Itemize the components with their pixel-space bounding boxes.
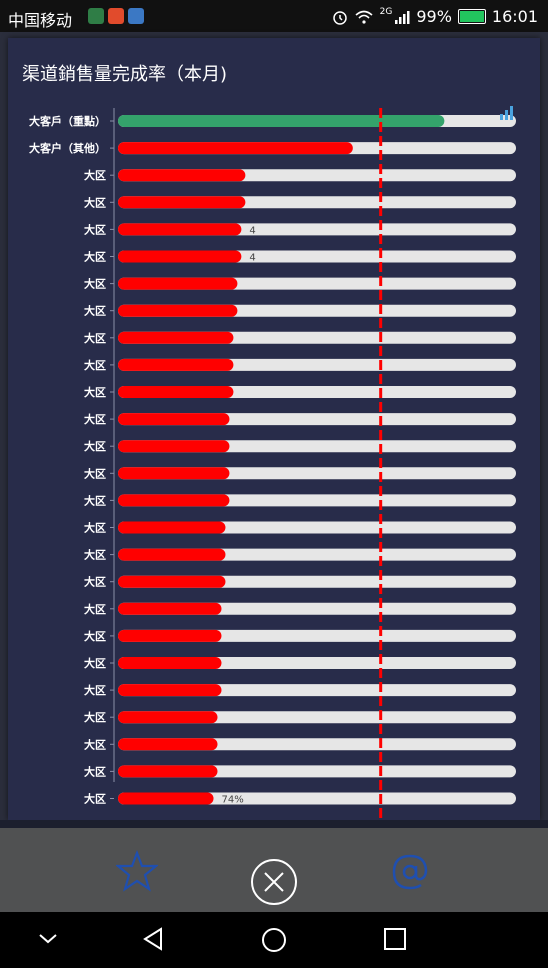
category-label: 大客戶（重點） [29,114,106,128]
chart-dialog: 渠道銷售量完成率（本月) 大客戶（重點） 大客户（其他） 大区 大区 大区 4 大区 4 大区大… [8,38,540,820]
bar-chart-icon [500,106,513,120]
category-label: 大区 [84,195,106,209]
category-label: 大区 [84,764,106,778]
bar [118,711,218,724]
data-label: 4 [249,253,255,264]
bar [118,386,234,398]
data-label: 74% [222,795,244,806]
bottom-toolbar [0,828,548,912]
signal-icon [395,10,410,24]
close-circle-icon[interactable] [250,858,298,915]
data-label: 4 [249,225,255,236]
category-label: 大区 [84,602,106,616]
bar [118,575,226,588]
bar [118,304,238,317]
category-label: 大区 [84,304,106,318]
notification-app-icon-2 [128,8,144,24]
bar [118,358,234,371]
category-label: 大区 [84,493,106,507]
bar-track [118,711,516,724]
bar [118,413,230,426]
category-label: 大区 [84,629,106,643]
category-label: 大区 [84,792,106,806]
bar-chart-icon-bar [505,110,508,120]
category-label: 大区 [84,385,106,399]
recents-icon[interactable] [382,926,408,956]
bar [118,684,222,697]
bar [118,521,226,534]
bar-track [118,738,516,751]
bar [118,765,218,778]
bar [118,331,234,344]
bar [118,223,242,236]
bar-chart-icon-bar [510,106,513,120]
bar [118,115,445,127]
bar [118,467,230,480]
category-label: 大区 [84,439,106,453]
bar [118,169,246,182]
bar [118,602,222,615]
category-label: 大区 [84,466,106,480]
category-label: 大区 [84,331,106,345]
bar [118,196,246,209]
category-label: 大区 [84,656,106,670]
battery-icon [457,9,486,24]
bar [118,494,230,507]
bar-track [118,765,516,778]
star-icon[interactable] [114,849,160,901]
battery-level [459,11,484,22]
category-label: 大区 [84,222,106,236]
bar [118,142,353,155]
at-icon[interactable] [390,852,430,901]
wifi-icon [355,10,373,24]
category-label: 大区 [84,683,106,697]
category-label: 大区 [84,737,106,751]
category-label: 大区 [84,710,106,724]
bar [118,277,238,290]
bar [118,657,222,669]
status-bar: 中国移动 2G 99% 16:01 [0,0,548,32]
category-label: 大客户（其他） [29,141,106,155]
underlying-page-strip [0,820,548,828]
weibo-icon [108,8,124,24]
category-label: 大区 [84,277,106,291]
category-label: 大区 [84,521,106,535]
category-label: 大区 [84,250,106,264]
category-label: 大区 [84,575,106,589]
bar [118,440,230,453]
bar [118,629,222,642]
bar-track [118,792,516,805]
category-label: 大区 [84,358,106,372]
alarm-icon [332,10,347,25]
home-icon[interactable] [260,926,288,958]
notification-app-icon [88,8,104,24]
chevron-down-icon[interactable] [36,926,60,954]
network-type-label: 2G [379,6,393,17]
dialog-title: 渠道銷售量完成率（本月) [22,64,228,85]
category-label: 大区 [84,548,106,562]
system-nav-bar [0,912,548,968]
battery-percent-label: 99% [416,7,452,26]
back-icon[interactable] [140,926,166,956]
carrier-label: 中国移动 [8,11,73,30]
bar [118,738,218,751]
bar [118,250,242,263]
bar [118,792,214,805]
bar [118,548,226,561]
bar-chart-icon-bar [500,114,503,120]
clock-label: 16:01 [491,7,538,26]
category-label: 大区 [84,412,106,426]
category-label: 大区 [84,168,106,182]
